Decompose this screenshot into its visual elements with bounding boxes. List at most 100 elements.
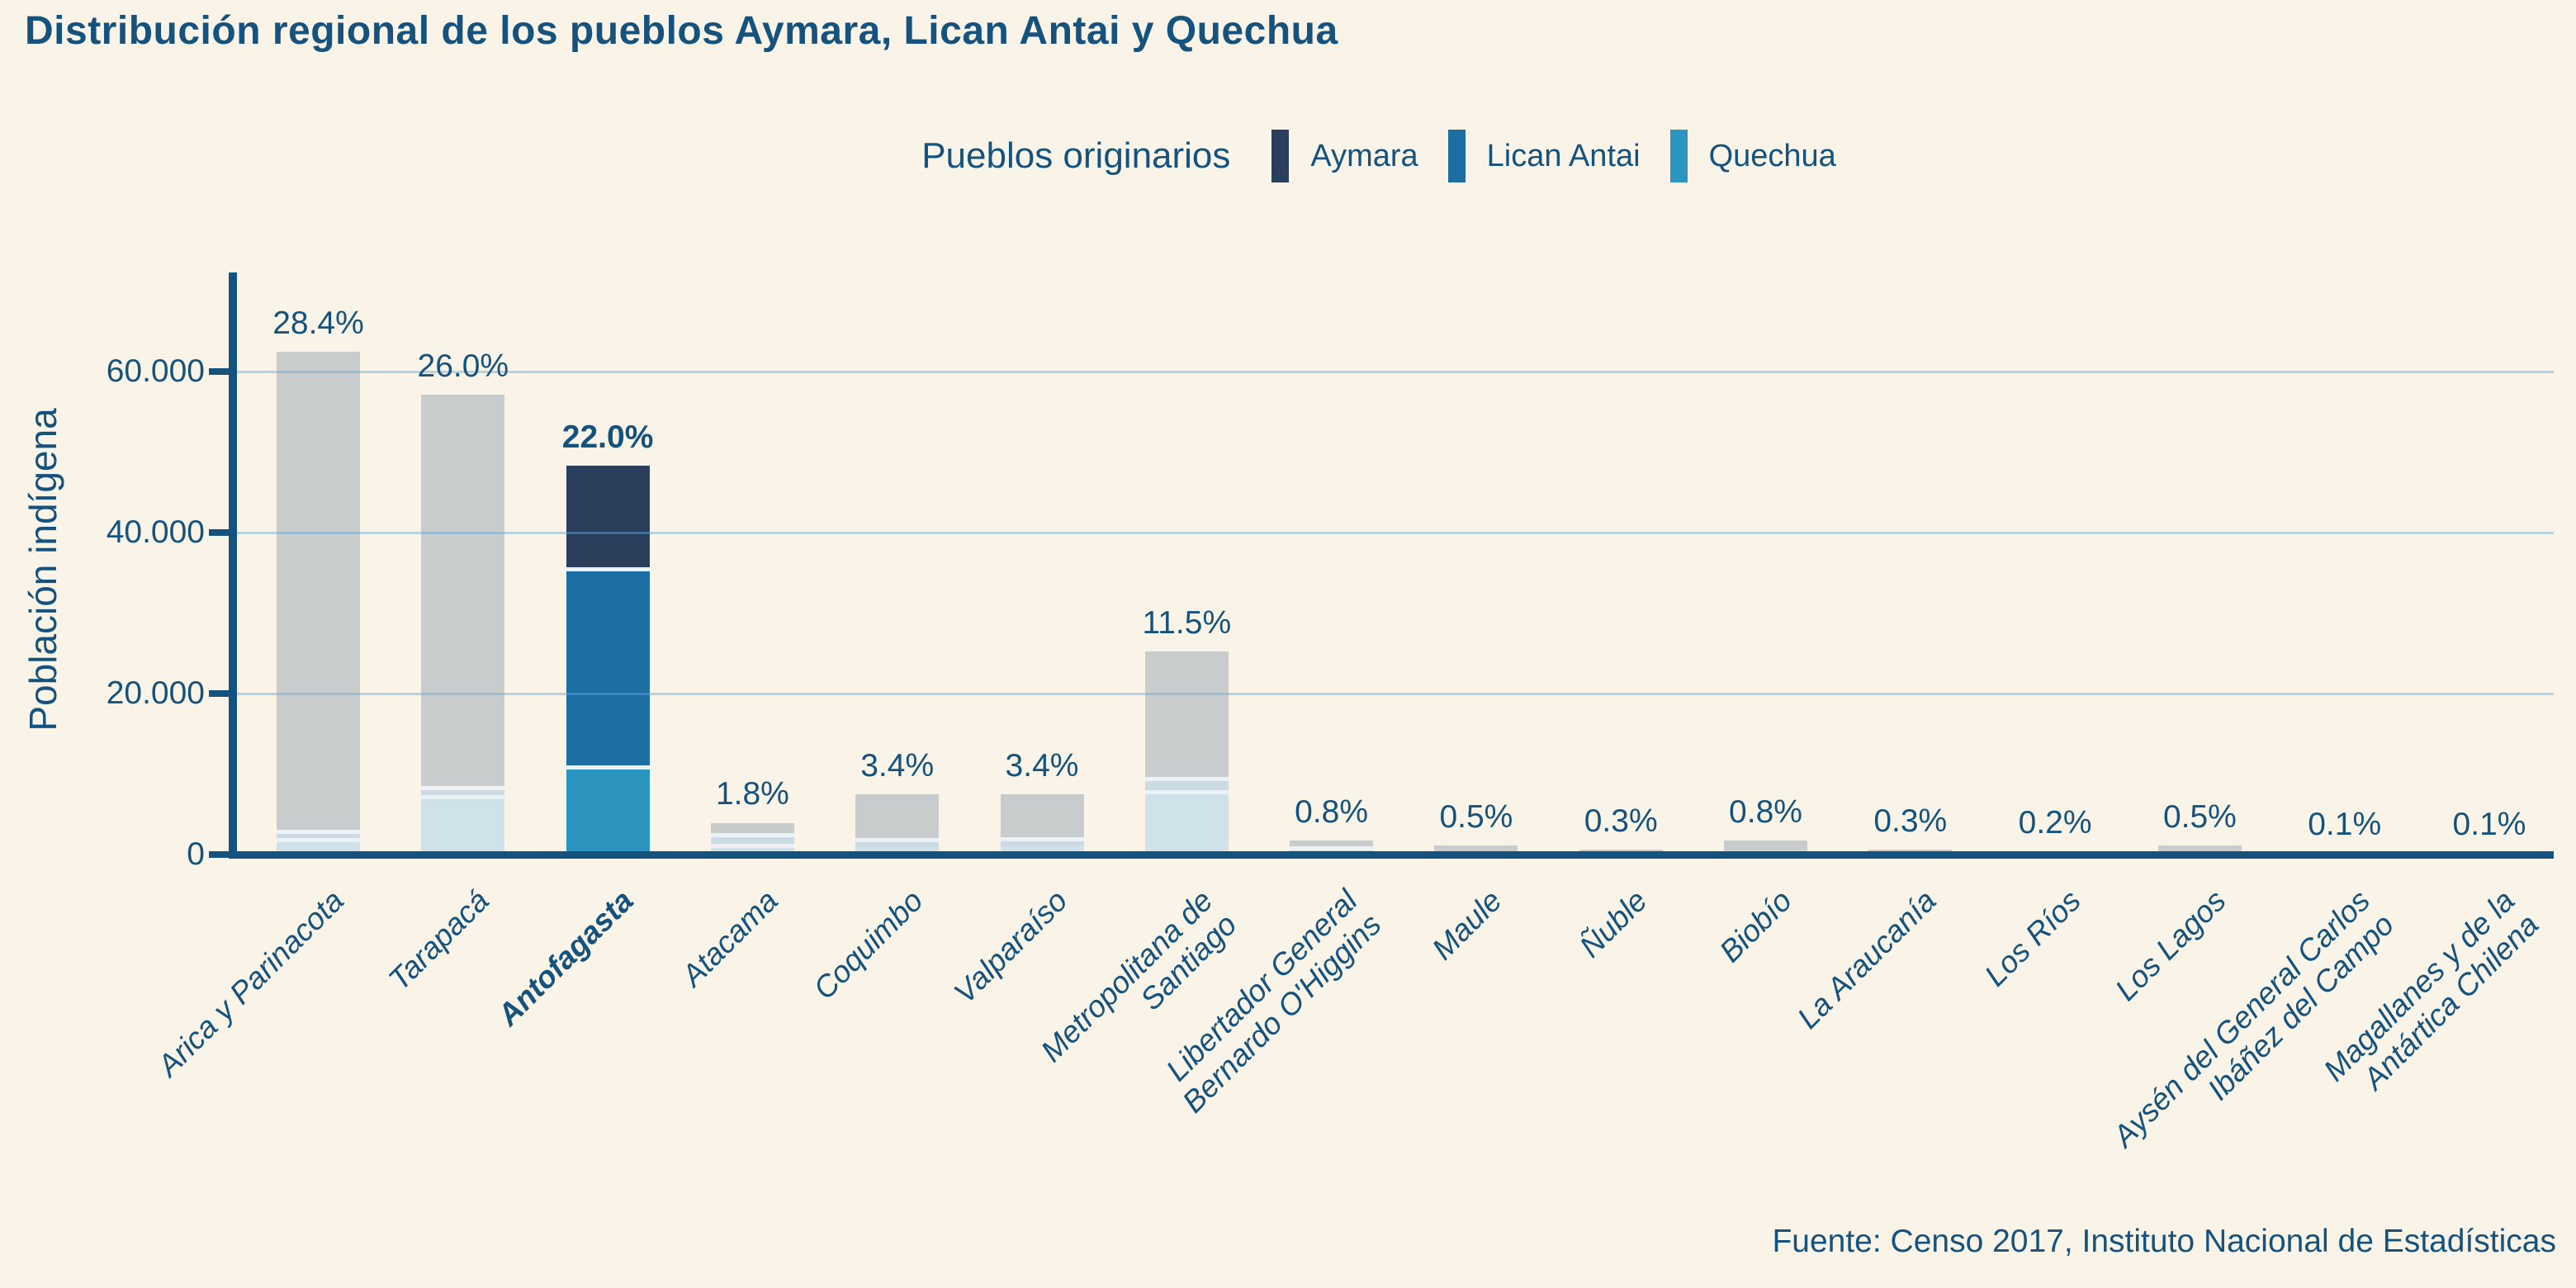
percent-label-0.8%: 0.8% xyxy=(1295,793,1369,830)
bar-separator xyxy=(710,833,794,838)
bar-segment-quechua[interactable] xyxy=(710,847,794,855)
bar-segment-aymara[interactable] xyxy=(566,466,650,568)
bar-separator xyxy=(421,786,505,790)
source-note: Fuente: Censo 2017, Instituto Nacional d… xyxy=(1772,1224,2556,1259)
gridline-40.000 xyxy=(233,532,2554,534)
x-label-biob-o: Biobío xyxy=(1712,883,1798,969)
percent-label-0.1%: 0.1% xyxy=(2452,806,2526,842)
legend-label-lican-antai: Lican Antai xyxy=(1486,138,1641,173)
x-axis-line xyxy=(229,851,2554,859)
legend-label-aymara: Aymara xyxy=(1310,138,1418,173)
bar-segment-lican-antai[interactable] xyxy=(1144,781,1229,790)
y-tick-label-40.000: 40.000 xyxy=(106,514,205,550)
bar-separator xyxy=(421,794,505,799)
percent-label-0.1%: 0.1% xyxy=(2308,806,2382,842)
x-label-antofagasta: Antofagasta xyxy=(490,883,641,1033)
bar-segment-quechua[interactable] xyxy=(1144,790,1229,855)
gridline-60.000 xyxy=(233,371,2554,373)
bar-segment-quechua[interactable] xyxy=(421,794,505,855)
bar-arica-y-parinacota[interactable] xyxy=(277,351,360,855)
bar-separator xyxy=(566,765,650,770)
y-tick-mark-0 xyxy=(209,851,234,858)
y-tick-label-20.000: 20.000 xyxy=(106,675,205,711)
bar-coquimbo[interactable] xyxy=(855,794,940,855)
x-label-atacama: Atacama xyxy=(675,883,785,993)
x-label-arica-y-parinacota: Arica y Parinacota xyxy=(151,883,351,1083)
gridline-20.000 xyxy=(233,693,2554,695)
bar-segment-aymara[interactable] xyxy=(855,794,940,843)
bar-segment-quechua[interactable] xyxy=(566,769,650,855)
bar-segment-aymara[interactable] xyxy=(1579,849,1663,853)
percent-label-26.0%: 26.0% xyxy=(417,348,509,385)
legend-item-aymara[interactable]: Aymara xyxy=(1271,130,1418,182)
x-label-la-araucan-a: La Araucanía xyxy=(1791,883,1943,1035)
x-label--uble: Ñuble xyxy=(1572,883,1654,964)
y-tick-label-0: 0 xyxy=(187,836,205,872)
y-axis-line xyxy=(229,272,237,859)
x-label-los-r-os: Los Ríos xyxy=(1977,883,2088,993)
legend-item-lican-antai[interactable]: Lican Antai xyxy=(1447,130,1641,182)
bar-separator xyxy=(277,830,360,835)
bar-separator xyxy=(1000,837,1084,842)
x-label-los-lagos: Los Lagos xyxy=(2108,883,2233,1007)
bar-segment-quechua[interactable] xyxy=(277,837,360,855)
percent-label-11.5%: 11.5% xyxy=(1142,604,1232,641)
x-label-maule: Maule xyxy=(1425,883,1508,967)
bar-segment-lican-antai[interactable] xyxy=(421,790,505,795)
percent-label-0.5%: 0.5% xyxy=(2162,799,2237,836)
bar-separator xyxy=(855,838,940,843)
legend: Pueblos originarios Aymara Lican Antai Q… xyxy=(91,125,2576,187)
bar-separator xyxy=(710,843,794,848)
percent-label-28.4%: 28.4% xyxy=(272,305,364,341)
legend-item-quechua[interactable]: Quechua xyxy=(1669,130,1836,182)
bar-segment-aymara[interactable] xyxy=(421,395,505,790)
bar-separator xyxy=(277,837,360,842)
bar-segment-aymara[interactable] xyxy=(1868,849,1953,853)
chart-title: Distribución regional de los pueblos Aym… xyxy=(25,9,1338,53)
legend-title: Pueblos originarios xyxy=(921,135,1231,176)
quechua-swatch-icon xyxy=(1669,130,1688,182)
bar-segment-aymara[interactable] xyxy=(1144,651,1229,782)
y-tick-label-60.000: 60.000 xyxy=(106,353,205,389)
bar-segment-quechua[interactable] xyxy=(855,847,940,855)
bar-separator xyxy=(1144,777,1229,782)
bar-segment-aymara[interactable] xyxy=(1000,794,1084,842)
bar-segment-lican-antai[interactable] xyxy=(1724,850,1807,852)
percent-label-0.5%: 0.5% xyxy=(1439,799,1513,836)
bar-metropolitana-de-santiago[interactable] xyxy=(1144,651,1229,855)
lican-antai-swatch-icon xyxy=(1447,130,1466,182)
bar-separator xyxy=(1144,790,1229,794)
percent-label-0.8%: 0.8% xyxy=(1729,793,1802,830)
bar-segment-lican-antai[interactable] xyxy=(855,842,940,848)
bar-segment-aymara[interactable] xyxy=(277,351,360,835)
percent-label-0.3%: 0.3% xyxy=(1584,803,1658,839)
y-tick-mark-40.000 xyxy=(209,529,234,536)
bar-antofagasta[interactable] xyxy=(566,466,650,855)
bar-separator xyxy=(566,567,650,572)
x-label-coquimbo: Coquimbo xyxy=(807,883,930,1006)
aymara-swatch-icon xyxy=(1271,130,1290,182)
percent-label-0.3%: 0.3% xyxy=(1873,803,1948,839)
percent-label-0.2%: 0.2% xyxy=(2018,804,2092,841)
bar-segment-lican-antai[interactable] xyxy=(1000,841,1084,847)
x-label-valpara-so: Valparaíso xyxy=(947,883,1074,1011)
y-tick-mark-20.000 xyxy=(209,690,234,697)
bar-valpara-so[interactable] xyxy=(1000,794,1084,855)
bar-segment-lican-antai[interactable] xyxy=(277,834,360,838)
percent-label-3.4%: 3.4% xyxy=(1005,748,1079,784)
legend-label-quechua: Quechua xyxy=(1708,138,1836,173)
bar-atacama[interactable] xyxy=(710,822,794,855)
bar-segment-aymara[interactable] xyxy=(1434,845,1518,852)
percent-label-3.4%: 3.4% xyxy=(860,748,935,784)
x-label-tarapac-: Tarapacá xyxy=(381,883,495,997)
bar-tarapac-[interactable] xyxy=(421,395,505,855)
bar-segment-lican-antai[interactable] xyxy=(1290,850,1374,852)
bar-segment-aymara[interactable] xyxy=(2157,845,2242,852)
bar-segment-aymara[interactable] xyxy=(1724,840,1807,850)
y-tick-mark-60.000 xyxy=(209,368,234,375)
bar-segment-quechua[interactable] xyxy=(1000,846,1084,855)
percent-label-22.0%: 22.0% xyxy=(561,419,654,456)
percent-label-1.8%: 1.8% xyxy=(715,776,789,812)
bar-segment-lican-antai[interactable] xyxy=(566,567,650,770)
